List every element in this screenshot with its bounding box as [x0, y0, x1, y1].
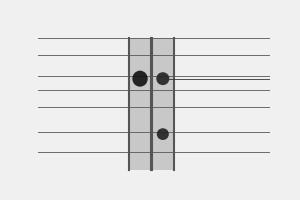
Ellipse shape [132, 71, 148, 87]
Ellipse shape [156, 72, 169, 85]
Bar [129, 38, 151, 170]
Bar [152, 38, 173, 170]
Ellipse shape [157, 128, 169, 140]
